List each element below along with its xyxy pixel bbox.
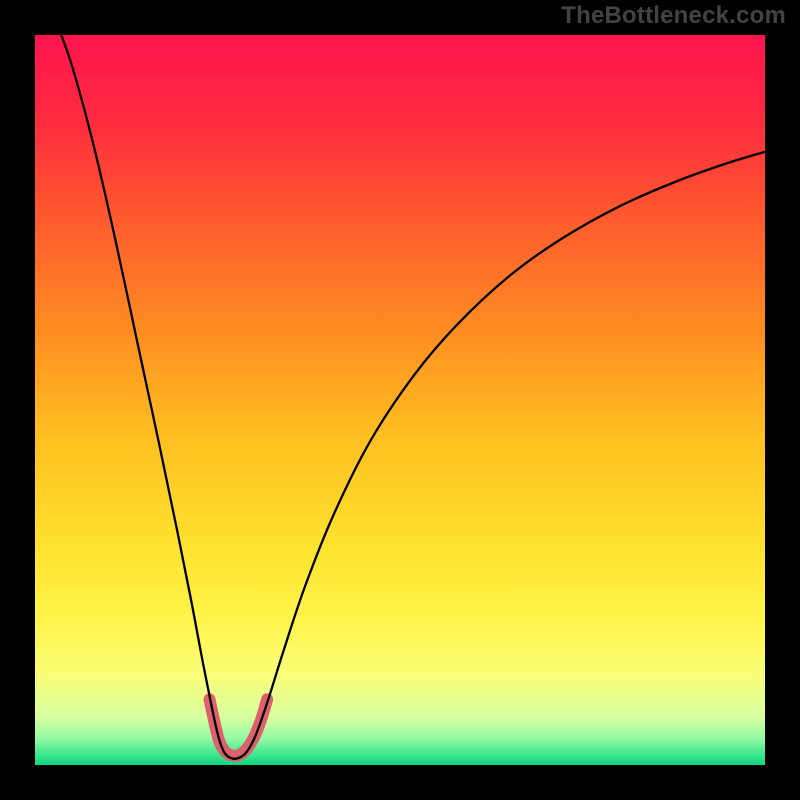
chart-svg: [0, 0, 800, 800]
watermark-text: TheBottleneck.com: [561, 2, 786, 30]
chart-root: TheBottleneck.com: [0, 0, 800, 800]
gradient-background: [35, 35, 765, 765]
